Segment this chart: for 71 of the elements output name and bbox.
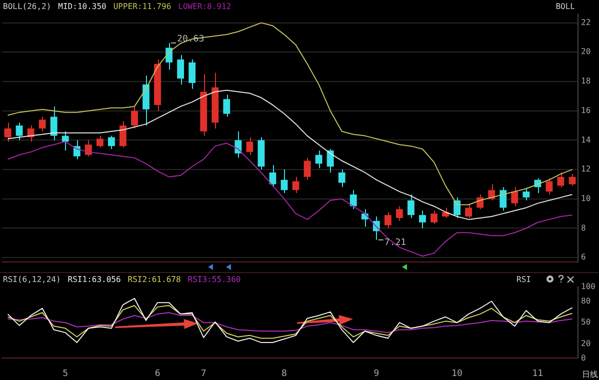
candlestick bbox=[108, 135, 115, 150]
candlestick bbox=[177, 54, 184, 85]
text: LOWER:8.912 bbox=[178, 2, 232, 11]
y-tick-label: 14 bbox=[581, 135, 591, 144]
candlestick bbox=[396, 206, 403, 222]
candlestick bbox=[430, 210, 438, 224]
y-tick-label: 10 bbox=[581, 194, 591, 203]
candlestick bbox=[50, 106, 58, 141]
text: BOLL bbox=[556, 2, 575, 11]
candlestick bbox=[568, 173, 576, 186]
x-tick-label: 10 bbox=[452, 368, 462, 379]
candlestick bbox=[38, 116, 46, 132]
candlestick bbox=[384, 212, 392, 229]
candlestick bbox=[84, 140, 92, 157]
y-tick-label: 50 bbox=[581, 318, 591, 327]
y-tick-label: 12 bbox=[581, 164, 591, 174]
candlestick bbox=[511, 186, 518, 207]
candlestick bbox=[361, 208, 368, 228]
chart-title: BOLL(26,2) bbox=[3, 2, 52, 11]
candlestick bbox=[315, 150, 322, 169]
candlestick bbox=[292, 176, 300, 194]
candlestick bbox=[246, 136, 254, 156]
y-tick-label: 0 bbox=[581, 353, 586, 362]
candlestick bbox=[557, 172, 564, 188]
y-tick-label: 20 bbox=[581, 339, 591, 348]
candlestick bbox=[73, 140, 80, 160]
text: RSI1:63.056 bbox=[68, 275, 121, 284]
x-tick-label: 6 bbox=[154, 368, 160, 379]
candlestick bbox=[442, 207, 449, 218]
candlestick bbox=[419, 210, 426, 229]
candlestick bbox=[27, 125, 34, 142]
candlestick bbox=[408, 194, 414, 218]
candlestick bbox=[522, 188, 530, 201]
candlestick bbox=[304, 157, 311, 180]
text: RSI bbox=[516, 275, 531, 284]
candlestick bbox=[350, 190, 357, 210]
text: RSI3:55.360 bbox=[188, 275, 241, 284]
candlestick bbox=[188, 58, 196, 90]
candlestick bbox=[454, 196, 460, 218]
candlestick bbox=[488, 184, 496, 201]
candlestick bbox=[62, 130, 69, 151]
candlestick bbox=[546, 178, 553, 195]
y-tick-label: 8 bbox=[581, 223, 586, 232]
x-tick-label: 5 bbox=[62, 368, 68, 379]
y-tick-label: 16 bbox=[581, 106, 591, 115]
candlestick bbox=[500, 186, 507, 212]
y-tick-label: 100 bbox=[581, 282, 596, 292]
text: RSI2:61.678 bbox=[128, 275, 181, 284]
x-tick-label: 11 bbox=[532, 368, 544, 379]
x-tick-label: 9 bbox=[374, 368, 380, 379]
candlestick bbox=[96, 135, 104, 148]
y-tick-label: 20 bbox=[581, 47, 591, 56]
y-tick-label: 80 bbox=[581, 296, 591, 306]
candlestick bbox=[16, 122, 23, 141]
y-tick-label: 22 bbox=[581, 18, 591, 27]
candlestick bbox=[223, 94, 230, 118]
candlestick bbox=[465, 204, 472, 218]
candlestick bbox=[4, 122, 12, 142]
y-tick-label: 6 bbox=[581, 252, 586, 262]
chart-title: RSI(6,12,24) bbox=[3, 275, 61, 284]
candlestick bbox=[280, 169, 288, 194]
text: 日线 bbox=[582, 369, 598, 380]
candlestick bbox=[326, 148, 334, 173]
y-tick-label: 18 bbox=[581, 76, 591, 86]
candlestick bbox=[338, 169, 346, 188]
x-tick-label: 8 bbox=[282, 368, 287, 379]
candlestick bbox=[131, 106, 138, 129]
candlestick bbox=[120, 120, 126, 148]
text: UPPER:11.796 bbox=[113, 2, 172, 11]
text: MID:10.350 bbox=[58, 2, 106, 11]
x-tick-label: 7 bbox=[200, 368, 206, 379]
